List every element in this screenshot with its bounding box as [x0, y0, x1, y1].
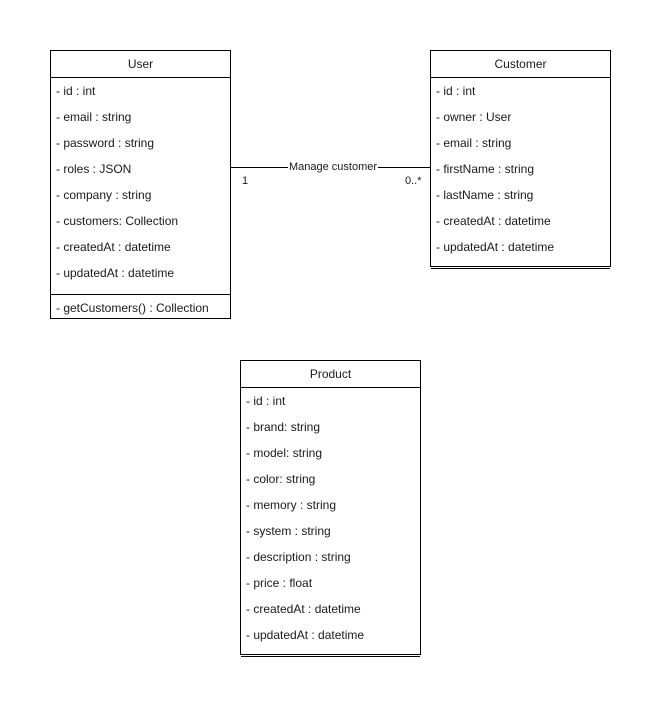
user-attribute: - company : string — [56, 188, 152, 202]
customer-attributes: - id : int - owner : User - email : stri… — [431, 78, 610, 260]
customer-attribute: - updatedAt : datetime — [436, 240, 555, 254]
customer-attribute: - lastName : string — [436, 188, 534, 202]
product-attribute: - price : float — [246, 576, 313, 590]
user-attribute: - roles : JSON — [56, 162, 132, 176]
user-attribute: - email : string — [56, 110, 132, 124]
customer-methods-divider — [431, 268, 610, 273]
user-attribute: - updatedAt : datetime — [56, 266, 175, 280]
user-methods: - getCustomers() : Collection — [51, 295, 230, 321]
customer-attribute: - createdAt : datetime — [436, 214, 551, 228]
product-methods-divider — [241, 656, 420, 661]
product-attribute: - id : int — [246, 394, 286, 408]
user-attributes: - id : int - email : string - password :… — [51, 78, 230, 286]
customer-attribute: - firstName : string — [436, 162, 535, 176]
user-methods-divider — [51, 294, 230, 295]
product-attribute: - brand: string — [246, 420, 321, 434]
customer-attribute: - owner : User — [436, 110, 512, 124]
customer-attribute: - email : string — [436, 136, 512, 150]
product-attribute: - description : string — [246, 550, 351, 564]
product-attribute: - createdAt : datetime — [246, 602, 361, 616]
user-attribute: - createdAt : datetime — [56, 240, 171, 254]
user-class-title: User — [51, 51, 230, 78]
product-attribute: - model: string — [246, 446, 323, 460]
user-attribute: - customers: Collection — [56, 214, 179, 228]
product-attribute: - memory : string — [246, 498, 337, 512]
product-attribute: - updatedAt : datetime — [246, 628, 365, 642]
customer-class-box[interactable]: Customer - id : int - owner : User - ema… — [430, 50, 611, 269]
product-attribute: - color: string — [246, 472, 316, 486]
target-multiplicity: 0..* — [405, 175, 422, 187]
customer-attribute: - id : int — [436, 84, 476, 98]
product-attributes: - id : int - brand: string - model: stri… — [241, 388, 420, 648]
user-class-box[interactable]: User - id : int - email : string - passw… — [50, 50, 231, 319]
user-attribute: - id : int — [56, 84, 96, 98]
product-class-title: Product — [241, 361, 420, 388]
customer-class-title: Customer — [431, 51, 610, 78]
product-class-box[interactable]: Product - id : int - brand: string - mod… — [240, 360, 421, 657]
product-attribute: - system : string — [246, 524, 331, 538]
association-label: Manage customer — [288, 160, 379, 174]
user-method: - getCustomers() : Collection — [56, 301, 209, 315]
user-attribute: - password : string — [56, 136, 155, 150]
source-multiplicity: 1 — [242, 175, 249, 187]
